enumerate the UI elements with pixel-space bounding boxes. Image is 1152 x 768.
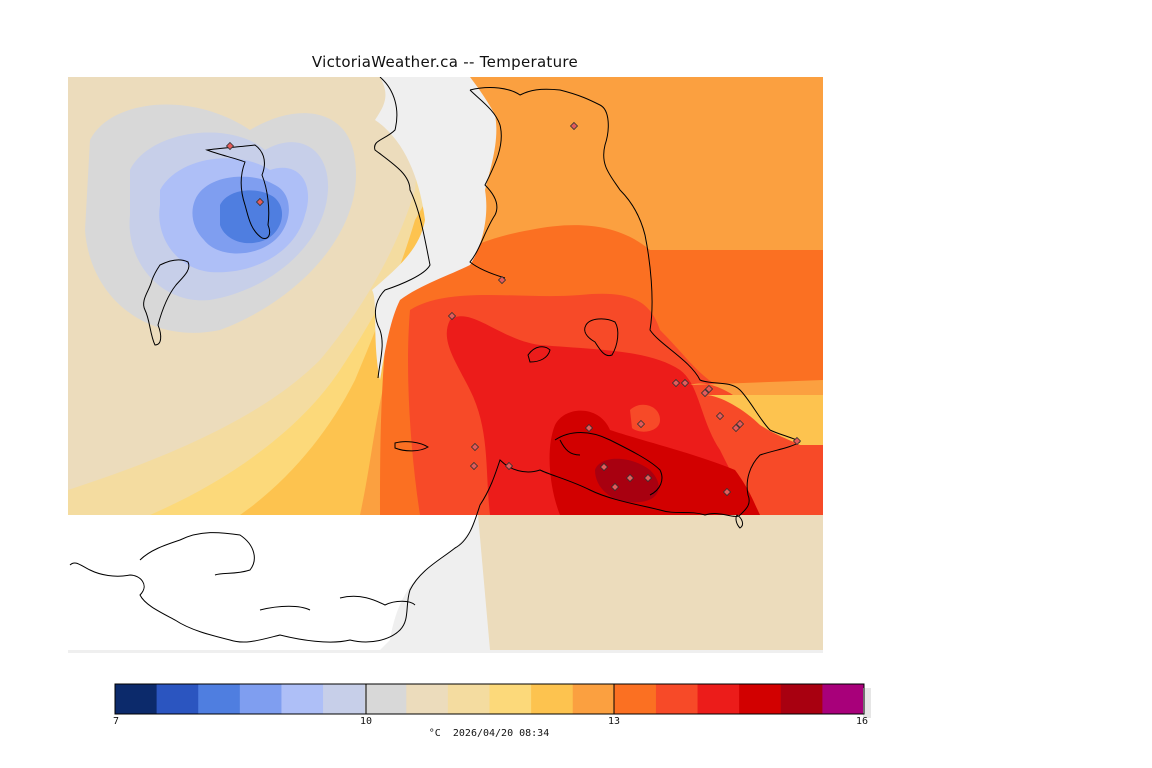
station-marker[interactable] (731, 423, 741, 433)
legend-cell (447, 684, 490, 714)
station-marker[interactable] (470, 442, 480, 452)
legend-cell (115, 684, 158, 714)
legend-cell (156, 684, 199, 714)
legend-cell (198, 684, 241, 714)
station-marker[interactable] (792, 436, 802, 446)
legend-cell (281, 684, 324, 714)
legend-tick-10: 10 (359, 716, 373, 727)
legend-cell (489, 684, 532, 714)
legend-cell (614, 684, 657, 714)
station-marker[interactable] (722, 487, 732, 497)
station-marker[interactable] (636, 419, 646, 429)
legend-frame (114, 683, 865, 715)
legend-cell (406, 684, 449, 714)
legend-unit: °C (428, 728, 441, 739)
legend-tick-16: 16 (855, 716, 869, 727)
legend-caption: °C 2026/04/20 08:34 (429, 728, 549, 739)
station-marker[interactable] (255, 197, 265, 207)
legend-cell (739, 684, 782, 714)
station-marker[interactable] (704, 384, 714, 394)
station-marker[interactable] (610, 482, 620, 492)
station-markers (225, 121, 802, 497)
land-south (68, 515, 478, 650)
coastlines (69, 77, 801, 643)
station-marker[interactable] (680, 378, 690, 388)
station-marker[interactable] (497, 275, 507, 285)
legend-cell (239, 684, 282, 714)
legend-cell (572, 684, 615, 714)
station-marker[interactable] (715, 411, 725, 421)
legend-cell (655, 684, 699, 714)
station-marker[interactable] (225, 141, 235, 151)
station-marker[interactable] (643, 473, 653, 483)
station-marker[interactable] (584, 423, 594, 433)
station-marker[interactable] (625, 473, 635, 483)
station-marker[interactable] (504, 461, 514, 471)
legend-tick-7: 7 (112, 716, 120, 727)
legend-cell (531, 684, 574, 714)
station-marker[interactable] (469, 461, 479, 471)
station-marker[interactable] (447, 311, 457, 321)
legend-timestamp: 2026/04/20 08:34 (452, 728, 550, 739)
station-marker[interactable] (599, 462, 609, 472)
legend-cell (323, 684, 366, 714)
legend-cell (364, 684, 407, 714)
land-northeast (372, 77, 497, 380)
legend-cell (697, 684, 740, 714)
legend-tick-13: 13 (607, 716, 621, 727)
lakes (143, 144, 271, 346)
station-marker[interactable] (671, 378, 681, 388)
legend-shadow (863, 688, 871, 718)
map-title: VictoriaWeather.ca -- Temperature (311, 53, 579, 71)
legend-cell (780, 684, 823, 714)
station-marker[interactable] (735, 419, 745, 429)
station-marker[interactable] (569, 121, 579, 131)
station-marker[interactable] (700, 388, 710, 398)
legend-cell (822, 684, 865, 714)
